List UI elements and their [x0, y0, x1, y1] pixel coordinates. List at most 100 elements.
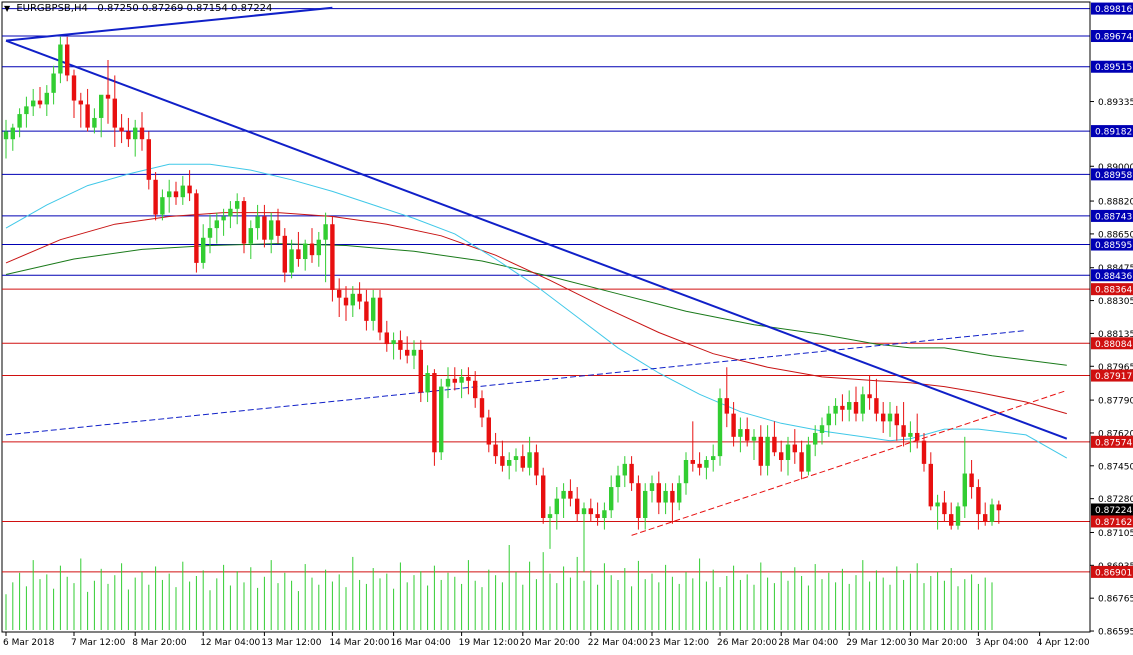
time-tick-label: 26 Mar 20:00: [717, 638, 777, 648]
ohlc-open: 0.87250: [97, 3, 139, 14]
candle-body: [683, 460, 689, 484]
candle-body: [541, 475, 546, 518]
price-tick-label: 0.87280: [1098, 495, 1133, 505]
candle-body: [840, 405, 845, 410]
candle-body: [887, 413, 893, 422]
price-tick-label: 0.88475: [1098, 264, 1133, 274]
candle-body: [663, 490, 668, 503]
candle-body: [983, 514, 988, 522]
price-tick-label: 0.86765: [1098, 595, 1133, 605]
price-tick-label: 0.87620: [1098, 429, 1133, 439]
candle-body: [649, 483, 655, 491]
candle-body: [31, 100, 36, 107]
candle-body: [214, 220, 219, 229]
candle-body: [819, 425, 825, 433]
candle-body: [853, 402, 859, 414]
candle-body: [92, 117, 97, 128]
candle-body: [690, 460, 695, 464]
candle-body: [167, 191, 172, 198]
candle-body: [479, 398, 485, 418]
candle-body: [928, 463, 933, 507]
level-price-label: 0.88595: [1095, 241, 1132, 251]
candle-body: [459, 376, 464, 383]
time-tick-label: 8 Mar 20:00: [132, 638, 187, 648]
time-tick-label: 23 Mar 12:00: [649, 638, 709, 648]
candle-body: [813, 432, 818, 445]
candle-body: [282, 235, 287, 273]
price-tick-label: 0.87450: [1098, 462, 1133, 472]
candle-body: [493, 444, 498, 457]
level-price-label: 0.87574: [1095, 438, 1132, 448]
trendline-dashed-red: [631, 389, 1067, 536]
candle-body: [330, 224, 335, 290]
price-tick-label: 0.86595: [1098, 628, 1133, 638]
candle-body: [309, 243, 315, 256]
candle-body: [296, 249, 301, 260]
time-tick-label: 22 Mar 04:00: [588, 638, 648, 648]
candle-body: [112, 98, 117, 128]
level-price-label-bg: [1091, 30, 1133, 43]
level-price-label-bg: [1091, 269, 1133, 282]
level-price-label-bg: [1091, 337, 1133, 350]
candle-body: [636, 483, 641, 518]
chart-header: ▼ EURGBPSB,H4 0.87250 0.87269 0.87154 0.…: [4, 3, 272, 14]
candle-body: [568, 490, 573, 499]
candle-body: [711, 456, 716, 461]
candle-body: [547, 514, 553, 518]
level-price-label: 0.88084: [1095, 340, 1132, 350]
candle-body: [779, 452, 784, 461]
candle-body: [255, 216, 260, 229]
candle-body: [99, 94, 104, 118]
candle-body: [323, 224, 328, 240]
candle-body: [765, 436, 770, 466]
candle-body: [588, 508, 593, 515]
ma-slow-line: [5, 243, 1067, 366]
candle-body: [881, 413, 886, 422]
candle-body: [996, 504, 1001, 511]
candle-body: [445, 378, 451, 387]
candle-body: [439, 386, 444, 453]
price-tick-label: 0.88820: [1098, 198, 1133, 208]
candle-body: [738, 429, 743, 437]
candle-body: [371, 297, 376, 321]
candle-body: [44, 92, 49, 105]
candle-body: [241, 201, 247, 244]
candle-body: [119, 127, 124, 132]
time-tick-label: 29 Mar 12:00: [846, 638, 906, 648]
candle-body: [466, 376, 471, 381]
candle-body: [962, 473, 967, 507]
candle-body: [51, 73, 56, 93]
level-price-label: 0.87162: [1095, 518, 1132, 528]
candle-body: [146, 139, 151, 180]
candle-body: [629, 463, 634, 484]
current-price-label: 0.87224: [1095, 506, 1132, 516]
candle-body: [37, 100, 43, 105]
time-tick-label: 3 Apr 04:00: [975, 638, 1028, 648]
candle-body: [908, 432, 913, 437]
candle-body: [602, 510, 607, 518]
candle-body: [391, 340, 396, 345]
level-price-label-bg: [1091, 565, 1133, 578]
level-price-label-bg: [1091, 209, 1133, 222]
time-tick-label: 12 Mar 04:00: [200, 638, 260, 648]
candle-body: [3, 131, 9, 140]
candle-body: [513, 456, 519, 461]
candle-body: [717, 398, 723, 457]
candle-body: [615, 475, 621, 488]
candle-body: [921, 440, 927, 464]
level-price-label: 0.89816: [1095, 5, 1132, 15]
time-tick-label: 14 Mar 20:00: [329, 638, 389, 648]
candle-body: [473, 380, 478, 399]
candle-body: [955, 506, 961, 526]
symbol-dropdown-icon[interactable]: ▼: [4, 4, 11, 13]
candle-body: [139, 127, 145, 140]
candle-body: [173, 191, 179, 198]
level-price-label-bg: [1091, 60, 1133, 73]
candle-body: [58, 44, 63, 74]
candle-body: [833, 405, 838, 414]
candle-body: [826, 413, 831, 426]
plot-frame: [1, 1, 1091, 633]
candle-body: [228, 208, 233, 217]
candle-body: [10, 127, 15, 140]
candle-body: [935, 502, 940, 507]
